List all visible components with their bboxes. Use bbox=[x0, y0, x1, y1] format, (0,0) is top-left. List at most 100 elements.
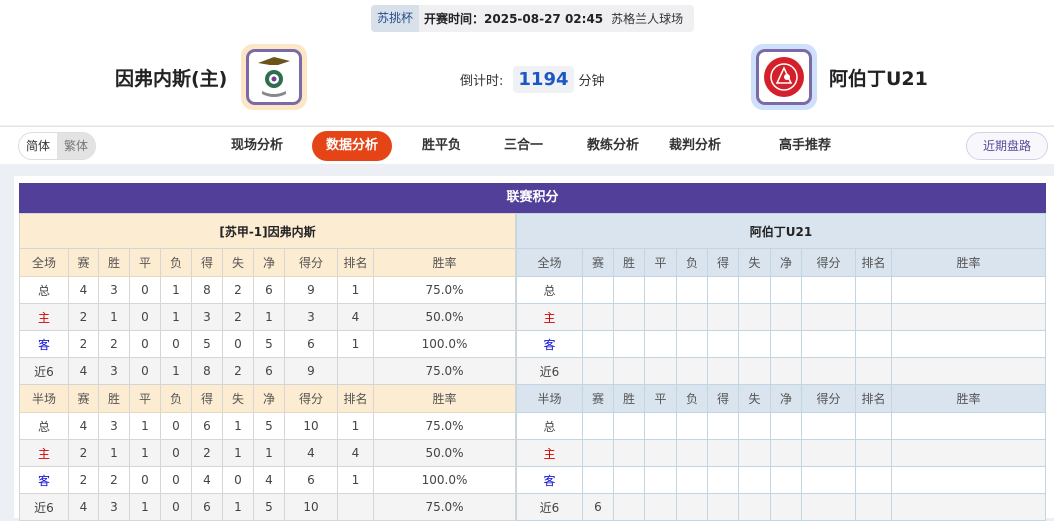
stat-cell: 75.0% bbox=[373, 276, 516, 304]
table-row: 近6 bbox=[516, 357, 1046, 385]
stat-cell bbox=[738, 276, 771, 304]
row-label: 客 bbox=[19, 330, 69, 358]
stat-cell: 0 bbox=[129, 466, 161, 494]
team-name-row: 阿伯丁U21 bbox=[516, 213, 1046, 249]
countdown-label: 倒计时: bbox=[460, 74, 504, 89]
home-standings-table: [苏甲-1]因弗内斯 全场赛胜平负得失净得分 排名 胜率总 4 3 0 1 8 2 6 9 1 75.0%… bbox=[19, 213, 516, 521]
column-header: 得 bbox=[707, 248, 739, 277]
tab-coach-analysis[interactable]: 教练分析 bbox=[587, 138, 640, 153]
stat-cell: 0 bbox=[129, 357, 161, 385]
tab-referee-analysis[interactable]: 裁判分析 bbox=[669, 138, 722, 153]
match-header: 苏挑杯 开赛时间：2025-08-27 02:45 苏格兰人球场 因弗内斯(主)… bbox=[0, 0, 1054, 125]
stat-cell: 4 bbox=[284, 439, 338, 467]
stat-cell bbox=[770, 439, 802, 467]
stat-cell bbox=[855, 357, 892, 385]
stat-cell: 2 bbox=[68, 439, 99, 467]
stat-cell bbox=[644, 330, 677, 358]
row-label: 客 bbox=[19, 466, 69, 494]
stat-cell bbox=[738, 330, 771, 358]
stat-cell: 2 bbox=[68, 303, 99, 331]
table-row: 近6 4 3 0 1 8 2 6 9 75.0% bbox=[19, 357, 516, 385]
stat-cell bbox=[855, 493, 892, 521]
column-header: 赛 bbox=[582, 248, 614, 277]
stat-cell bbox=[770, 330, 802, 358]
column-header: 净 bbox=[253, 384, 285, 413]
home-team[interactable]: 因弗内斯(主) bbox=[115, 44, 308, 110]
stat-cell bbox=[855, 466, 892, 494]
stat-cell: 2 bbox=[98, 466, 130, 494]
stat-cell: 0 bbox=[222, 330, 254, 358]
column-header: 失 bbox=[738, 248, 771, 277]
row-label: 主 bbox=[19, 303, 69, 331]
stat-cell: 6 bbox=[582, 493, 614, 521]
stat-cell: 2 bbox=[68, 330, 99, 358]
stat-cell: 0 bbox=[160, 439, 192, 467]
stat-cell bbox=[613, 303, 645, 331]
tab-win-draw-lose[interactable]: 胜平负 bbox=[422, 138, 462, 153]
away-standings-table: 阿伯丁U21 全场赛胜平负得失净得分 排名 胜率总主客近6 半场赛胜平负得失净得分 排名胜… bbox=[516, 213, 1046, 521]
stat-cell: 3 bbox=[191, 303, 223, 331]
stat-cell: 8 bbox=[191, 276, 223, 304]
team-name-cell: [苏甲-1]因弗内斯 bbox=[19, 213, 516, 249]
column-header: 赛 bbox=[68, 384, 99, 413]
row-label: 主 bbox=[516, 303, 583, 331]
table-row: 客 2 2 0 0 4 0 4 6 1 100.0% bbox=[19, 466, 516, 494]
tab-data-analysis[interactable]: 数据分析 bbox=[312, 131, 393, 161]
row-label: 总 bbox=[19, 276, 69, 304]
row-label: 总 bbox=[19, 412, 69, 440]
stat-cell bbox=[801, 330, 856, 358]
stat-cell bbox=[855, 303, 892, 331]
stat-cell: 1 bbox=[160, 357, 192, 385]
stat-cell: 6 bbox=[191, 493, 223, 521]
stat-cell bbox=[770, 357, 802, 385]
table-row: 主 bbox=[516, 303, 1046, 331]
column-header: 失 bbox=[222, 248, 254, 277]
table-row: 总 4 3 0 1 8 2 6 9 1 75.0% bbox=[19, 276, 516, 304]
stat-cell: 3 bbox=[98, 276, 130, 304]
stat-cell: 2 bbox=[68, 466, 99, 494]
stat-cell: 1 bbox=[222, 493, 254, 521]
stat-cell bbox=[738, 493, 771, 521]
language-toggle[interactable]: 简体 繁体 bbox=[18, 132, 97, 160]
tab-three-in-one[interactable]: 三合一 bbox=[504, 138, 544, 153]
stat-cell bbox=[582, 303, 614, 331]
stat-cell: 1 bbox=[253, 439, 285, 467]
team-name-cell: 阿伯丁U21 bbox=[516, 213, 1046, 249]
stat-cell: 6 bbox=[253, 357, 285, 385]
tab-expert-picks[interactable]: 高手推荐 bbox=[779, 138, 832, 153]
stat-cell: 1 bbox=[337, 330, 374, 358]
lang-simplified[interactable]: 简体 bbox=[26, 139, 51, 153]
stat-cell bbox=[891, 439, 1046, 467]
column-header: 赛 bbox=[68, 248, 99, 277]
tab-live-analysis[interactable]: 现场分析 bbox=[231, 138, 284, 153]
stat-cell: 6 bbox=[284, 330, 338, 358]
home-team-name: 因弗内斯(主) bbox=[115, 67, 228, 90]
column-header: 净 bbox=[770, 384, 802, 413]
stat-cell: 1 bbox=[222, 439, 254, 467]
column-header: 胜 bbox=[613, 384, 645, 413]
column-header: 排名 bbox=[855, 248, 892, 277]
stat-cell: 0 bbox=[160, 412, 192, 440]
column-header: 得 bbox=[707, 384, 739, 413]
stat-cell: 0 bbox=[160, 466, 192, 494]
stat-cell bbox=[801, 276, 856, 304]
row-label: 客 bbox=[516, 330, 583, 358]
recent-handicap-button[interactable]: 近期盘路 bbox=[966, 132, 1048, 160]
stat-cell bbox=[613, 330, 645, 358]
away-team[interactable]: 阿伯丁U21 bbox=[751, 44, 928, 110]
stat-cell: 1 bbox=[98, 303, 130, 331]
cup-label[interactable]: 苏挑杯 bbox=[371, 5, 420, 32]
stat-cell: 4 bbox=[253, 466, 285, 494]
stat-cell: 1 bbox=[129, 493, 161, 521]
stat-cell: 1 bbox=[160, 276, 192, 304]
stat-cell: 5 bbox=[253, 493, 285, 521]
row-label: 近6 bbox=[19, 493, 69, 521]
table-row: 主 bbox=[516, 439, 1046, 467]
row-label: 总 bbox=[516, 412, 583, 440]
stat-cell: 1 bbox=[222, 412, 254, 440]
stat-cell: 1 bbox=[129, 439, 161, 467]
stat-cell bbox=[582, 466, 614, 494]
column-header: 平 bbox=[129, 248, 161, 277]
lang-traditional[interactable]: 繁体 bbox=[57, 133, 96, 159]
stat-cell: 1 bbox=[98, 439, 130, 467]
